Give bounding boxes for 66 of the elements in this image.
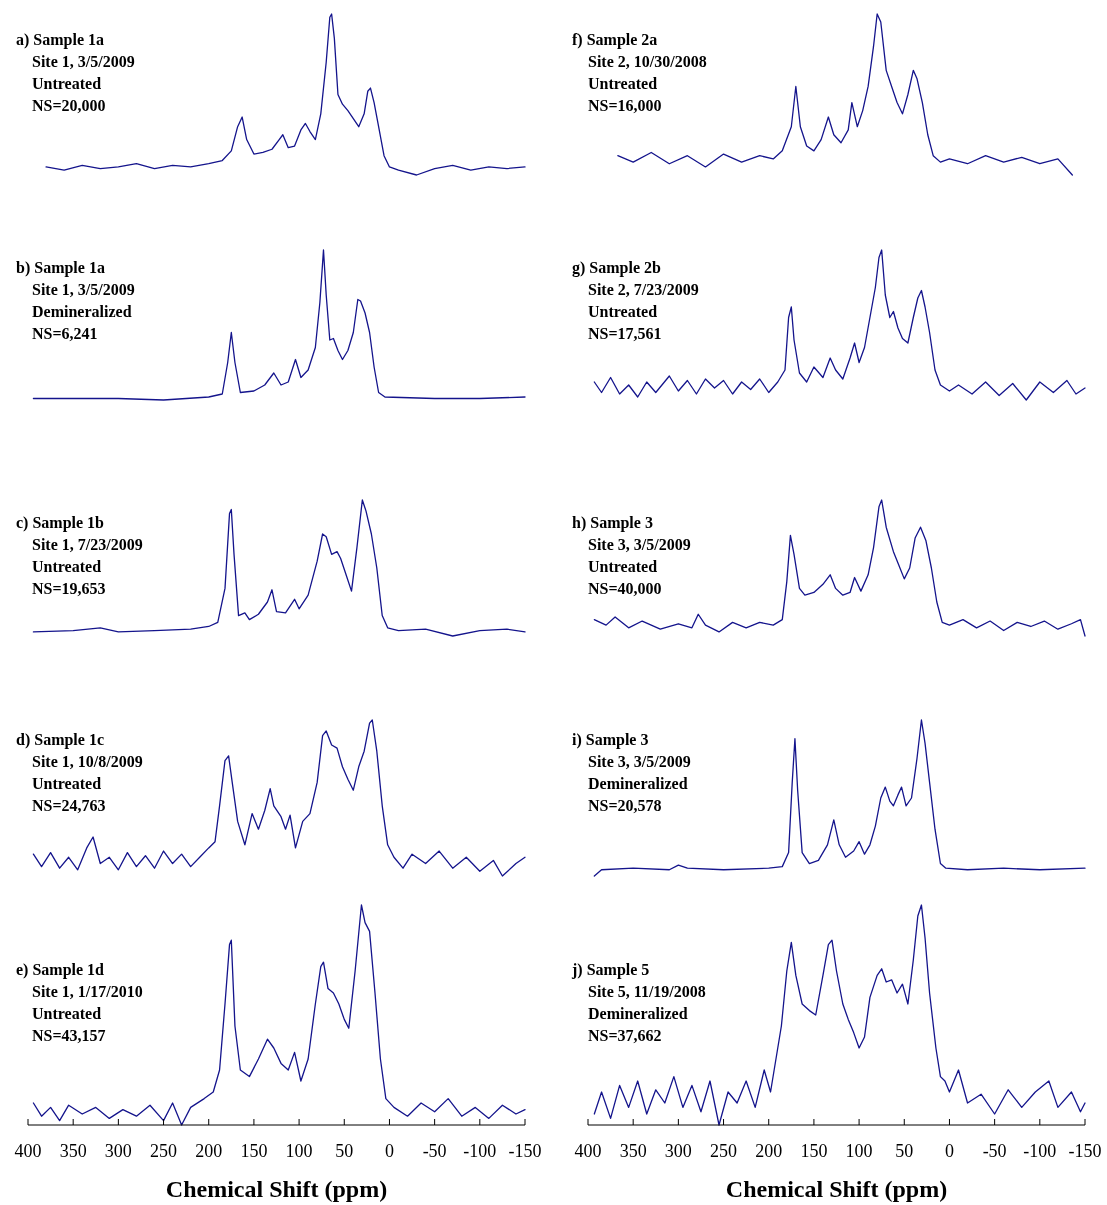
x-tick-label: 200 bbox=[195, 1141, 223, 1161]
x-tick-label: 300 bbox=[664, 1141, 692, 1161]
annotation: Untreated bbox=[588, 75, 658, 92]
x-tick-label: 100 bbox=[845, 1141, 873, 1161]
x-axis-title: Chemical Shift (ppm) bbox=[725, 1176, 948, 1202]
x-tick-label: -50 bbox=[982, 1141, 1007, 1161]
x-tick-label: 150 bbox=[800, 1141, 828, 1161]
x-tick-label: 0 bbox=[944, 1141, 954, 1161]
annotation: Untreated bbox=[32, 558, 102, 575]
x-tick-label: 100 bbox=[285, 1141, 313, 1161]
annotation: NS=43,157 bbox=[32, 1027, 106, 1044]
annotation: Site 1, 1/17/2010 bbox=[32, 983, 143, 1000]
x-tick-label: 200 bbox=[755, 1141, 783, 1161]
annotation: Demineralized bbox=[588, 775, 688, 792]
x-tick-label: 400 bbox=[14, 1141, 42, 1161]
x-tick-label: -150 bbox=[508, 1141, 542, 1161]
annotation: NS=6,241 bbox=[32, 325, 98, 342]
x-tick-label: 250 bbox=[710, 1141, 738, 1161]
annotation: NS=17,561 bbox=[588, 325, 662, 342]
x-tick-label: 150 bbox=[240, 1141, 268, 1161]
annotation: Site 3, 3/5/2009 bbox=[588, 536, 691, 553]
annotation: Site 1, 7/23/2009 bbox=[32, 536, 143, 553]
text: d) Sample 1c bbox=[16, 731, 104, 749]
annotation: NS=20,578 bbox=[588, 797, 662, 814]
annotation: Untreated bbox=[588, 303, 658, 320]
x-tick-label: -100 bbox=[1023, 1141, 1057, 1161]
text: h) Sample 3 bbox=[572, 514, 653, 532]
text: i) Sample 3 bbox=[572, 731, 649, 749]
x-axis-title: Chemical Shift (ppm) bbox=[165, 1176, 388, 1202]
text: f) Sample 2a bbox=[572, 31, 658, 49]
annotation: Site 3, 3/5/2009 bbox=[588, 753, 691, 770]
annotation: NS=20,000 bbox=[32, 97, 106, 114]
text: g) Sample 2b bbox=[572, 259, 661, 277]
annotation: Site 5, 11/19/2008 bbox=[588, 983, 706, 1000]
x-tick-label: 0 bbox=[384, 1141, 394, 1161]
annotation: NS=16,000 bbox=[588, 97, 662, 114]
x-tick-label: 50 bbox=[335, 1141, 354, 1161]
annotation: Site 1, 3/5/2009 bbox=[32, 53, 135, 70]
annotation: Untreated bbox=[32, 75, 102, 92]
annotation: NS=40,000 bbox=[588, 580, 662, 597]
text: j) Sample 5 bbox=[571, 961, 650, 979]
annotation: Demineralized bbox=[588, 1005, 688, 1022]
annotation: Demineralized bbox=[32, 303, 132, 320]
x-tick-label: -100 bbox=[463, 1141, 497, 1161]
x-tick-label: 350 bbox=[619, 1141, 647, 1161]
x-tick-label: 350 bbox=[59, 1141, 87, 1161]
x-tick-label: 400 bbox=[574, 1141, 602, 1161]
text: c) Sample 1b bbox=[16, 514, 105, 532]
text: e) Sample 1d bbox=[16, 961, 105, 979]
annotation: NS=37,662 bbox=[588, 1027, 662, 1044]
annotation: NS=24,763 bbox=[32, 797, 106, 814]
annotation: Site 2, 7/23/2009 bbox=[588, 281, 699, 298]
annotation: Untreated bbox=[32, 775, 102, 792]
x-tick-label: 300 bbox=[104, 1141, 132, 1161]
x-tick-label: -50 bbox=[422, 1141, 447, 1161]
text: b) Sample 1a bbox=[16, 259, 105, 277]
x-tick-label: 250 bbox=[150, 1141, 178, 1161]
annotation: Site 1, 10/8/2009 bbox=[32, 753, 143, 770]
x-tick-label: -150 bbox=[1068, 1141, 1102, 1161]
annotation: NS=19,653 bbox=[32, 580, 106, 597]
annotation: Untreated bbox=[32, 1005, 102, 1022]
annotation: Site 1, 3/5/2009 bbox=[32, 281, 135, 298]
annotation: Site 2, 10/30/2008 bbox=[588, 53, 707, 70]
text: a) Sample 1a bbox=[16, 31, 104, 49]
annotation: Untreated bbox=[588, 558, 658, 575]
x-tick-label: 50 bbox=[895, 1141, 914, 1161]
